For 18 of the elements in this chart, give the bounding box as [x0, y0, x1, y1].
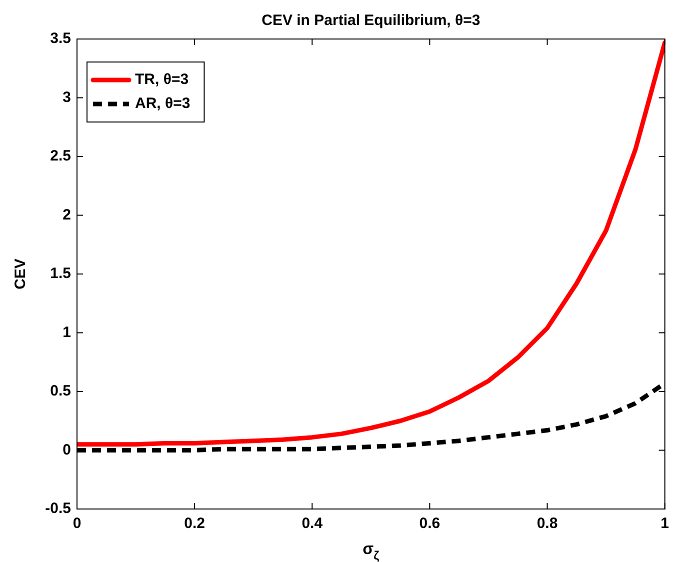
y-tick-label: 0.5: [50, 382, 71, 400]
x-tick-label: 1: [660, 515, 669, 532]
y-tick-label: 2.5: [50, 148, 71, 165]
y-tick-label: 0: [62, 441, 71, 458]
x-tick-label: 0.2: [184, 515, 205, 532]
y-tick-label: 3.5: [50, 30, 71, 48]
chart-title: CEV in Partial Equilibrium, θ=3: [262, 12, 480, 29]
legend-label: TR, θ=3: [135, 71, 189, 88]
x-tick-label: 0.4: [302, 515, 324, 532]
y-tick-label: 1: [62, 324, 71, 341]
legend-label: AR, θ=3: [135, 95, 190, 112]
y-tick-label: 2: [62, 206, 71, 224]
x-tick-label: 0.8: [536, 515, 558, 532]
y-axis-title: CEV: [12, 258, 29, 290]
y-tick-label: 1.5: [50, 265, 71, 282]
x-tick-label: 0.6: [419, 515, 440, 532]
y-tick-label: 3: [62, 88, 71, 106]
y-tick-label: -0.5: [45, 500, 71, 518]
